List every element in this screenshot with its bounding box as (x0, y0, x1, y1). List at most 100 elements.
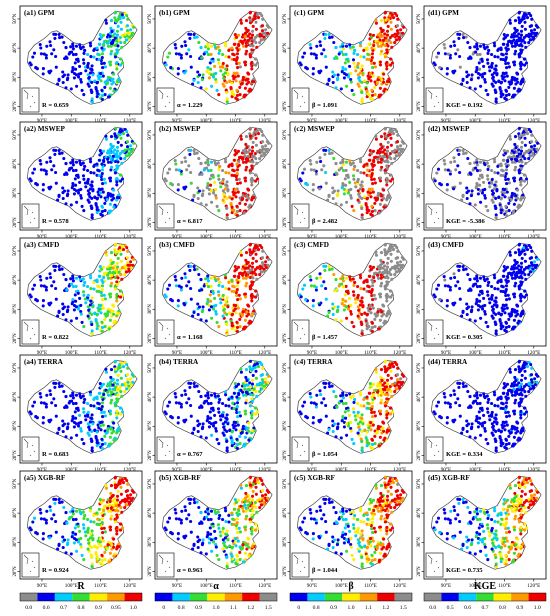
station-point (48, 156, 52, 160)
station-point (173, 392, 177, 396)
station-point (461, 32, 465, 37)
station-point (514, 262, 518, 266)
station-point (214, 71, 218, 75)
lat-label: 20°N (13, 450, 18, 461)
station-point (386, 44, 390, 48)
station-point (302, 283, 307, 287)
station-point (371, 190, 375, 194)
station-point (240, 81, 244, 86)
station-point (213, 180, 217, 184)
station-point (176, 183, 180, 187)
station-point (524, 150, 528, 154)
station-point (258, 381, 262, 385)
station-point (109, 284, 113, 288)
station-point (261, 31, 265, 35)
station-point (96, 284, 100, 288)
station-point (331, 80, 335, 85)
station-point (255, 277, 259, 281)
station-point (360, 64, 364, 68)
station-point (227, 280, 231, 284)
station-point (334, 318, 338, 322)
station-point (174, 52, 178, 56)
station-point (507, 317, 511, 321)
station-point (336, 73, 340, 77)
station-point (115, 33, 120, 37)
station-point (501, 57, 505, 62)
station-point (231, 92, 235, 96)
station-point (264, 260, 268, 264)
station-point (180, 44, 184, 48)
station-point (386, 17, 390, 21)
station-point (113, 36, 117, 40)
lat-label: 20°N (148, 333, 153, 344)
lat-label: 30°N (13, 304, 18, 315)
station-point (235, 93, 240, 97)
station-point (34, 415, 38, 419)
station-point (500, 92, 504, 96)
station-point (65, 310, 69, 314)
station-point (74, 305, 78, 309)
lat-label: 50°N (13, 129, 18, 140)
station-point (504, 93, 509, 97)
station-point (377, 327, 381, 331)
station-point (109, 251, 114, 255)
map-panel: 50°N40°N30°N20°N90°E 100°E 110°E 120°E(b2) … (148, 121, 278, 240)
station-point (106, 41, 110, 45)
station-point (466, 156, 470, 161)
station-point (499, 197, 503, 201)
station-point (471, 168, 475, 172)
station-point (260, 362, 264, 367)
station-point (104, 134, 108, 138)
station-point (386, 256, 390, 260)
station-point (238, 65, 242, 69)
station-point (254, 179, 258, 183)
station-point (101, 190, 105, 194)
station-point (129, 144, 133, 148)
station-point (372, 43, 376, 48)
station-point (332, 305, 337, 309)
station-point (57, 310, 61, 314)
station-point (507, 209, 511, 213)
station-point (359, 55, 363, 59)
station-point (104, 370, 108, 374)
station-point (244, 390, 248, 394)
station-point (239, 370, 243, 374)
station-point (90, 206, 94, 211)
station-point (503, 304, 507, 308)
station-point (113, 242, 118, 246)
station-point (66, 73, 70, 77)
station-point (318, 272, 322, 276)
station-point (266, 31, 270, 35)
lon-label: 90°E (441, 117, 451, 124)
station-point (71, 297, 75, 302)
station-point (493, 171, 497, 175)
station-point (250, 261, 255, 265)
station-point (387, 154, 391, 158)
station-point (131, 263, 135, 267)
station-point (360, 213, 364, 217)
station-point (351, 58, 356, 62)
station-point (438, 66, 442, 70)
station-point (100, 395, 104, 399)
station-point (83, 397, 87, 402)
station-point (100, 177, 104, 182)
station-point (465, 80, 469, 85)
station-point (222, 425, 226, 429)
station-point (243, 34, 247, 38)
station-point (527, 264, 531, 268)
lat-label: 30°N (417, 72, 422, 83)
station-point (108, 295, 113, 299)
lon-label: 90°E (172, 233, 182, 240)
station-point (261, 366, 265, 370)
station-point (311, 67, 315, 71)
south-china-sea-inset (156, 203, 175, 229)
station-point (379, 26, 383, 30)
station-point (385, 79, 389, 84)
station-point (378, 202, 382, 206)
station-point (499, 162, 503, 166)
station-point (237, 410, 241, 414)
station-point (254, 406, 258, 410)
station-point (116, 256, 120, 260)
station-point (464, 151, 468, 155)
station-point (247, 304, 251, 308)
